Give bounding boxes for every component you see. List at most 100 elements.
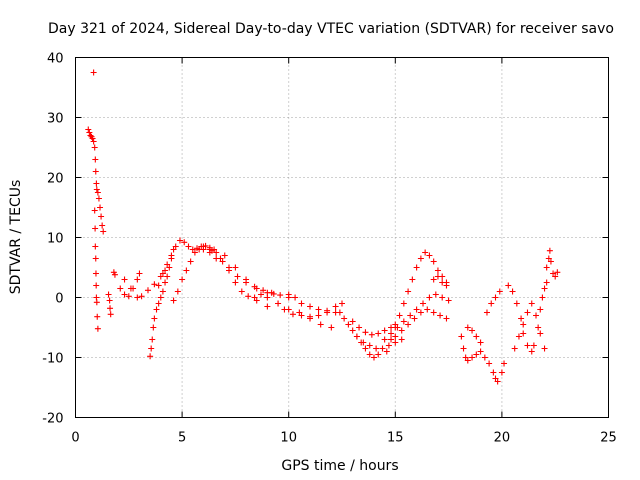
data-point-marker (89, 135, 96, 142)
series-arc-18-19h (458, 333, 480, 364)
data-point-marker (107, 311, 114, 318)
data-point-marker (315, 312, 322, 319)
data-point-marker (379, 345, 386, 352)
data-point-marker (168, 252, 175, 259)
data-point-marker (422, 249, 429, 256)
data-point-marker (539, 294, 546, 301)
data-point-marker (172, 243, 179, 250)
data-point-marker (543, 264, 550, 271)
data-point-marker (159, 270, 166, 277)
series-arc-4-6h-upper (155, 237, 213, 289)
data-point-marker (97, 204, 104, 211)
series-arc-18.5-19.5h (464, 324, 484, 346)
data-point-marker (92, 156, 99, 163)
data-point-marker (430, 276, 437, 283)
data-point-marker (127, 285, 134, 292)
data-point-marker (407, 312, 414, 319)
data-point-marker (151, 315, 158, 322)
data-point-marker (179, 276, 186, 283)
data-point-marker (174, 288, 181, 295)
data-point-marker (398, 327, 405, 334)
data-point-marker (150, 324, 157, 331)
data-point-marker (460, 345, 467, 352)
series-arc-16.5-17.5h (430, 273, 450, 289)
data-point-marker (111, 271, 118, 278)
data-point-marker (324, 309, 331, 316)
data-point-marker (157, 294, 164, 301)
data-point-marker (400, 318, 407, 325)
data-points (85, 69, 561, 385)
data-point-marker (413, 306, 420, 313)
data-point-marker (537, 306, 544, 313)
data-point-marker (211, 246, 218, 253)
data-point-marker (520, 321, 527, 328)
data-point-marker (398, 336, 405, 343)
data-point-marker (434, 273, 441, 280)
data-point-marker (292, 294, 299, 301)
x-tick-label: 20 (494, 431, 511, 446)
data-point-marker (155, 300, 162, 307)
data-point-marker (148, 345, 155, 352)
data-point-marker (92, 255, 99, 262)
data-point-marker (437, 312, 444, 319)
data-point-marker (253, 285, 260, 292)
data-point-marker (385, 342, 392, 349)
series-arc-19-20h (477, 348, 508, 385)
data-point-marker (486, 360, 493, 367)
data-point-marker (443, 315, 450, 322)
data-point-marker (366, 351, 373, 358)
data-point-marker (98, 213, 105, 220)
data-point-marker (91, 207, 98, 214)
data-point-marker (144, 287, 151, 294)
series-arc-14.5-16.5h-steep (383, 249, 450, 355)
data-point-marker (469, 327, 476, 334)
data-point-marker (94, 325, 101, 332)
data-point-marker (94, 313, 101, 320)
data-point-marker (191, 249, 198, 256)
data-point-marker (420, 300, 427, 307)
y-tick-label: 0 (55, 292, 63, 307)
data-point-marker (464, 324, 471, 331)
data-point-marker (473, 333, 480, 340)
data-point-marker (185, 243, 192, 250)
data-point-marker (138, 293, 145, 300)
data-point-marker (317, 321, 324, 328)
data-point-marker (164, 273, 171, 280)
data-point-marker (93, 282, 100, 289)
data-point-marker (443, 282, 450, 289)
series-arc-9-12h (253, 291, 339, 316)
series-arc-10-13h (281, 300, 345, 320)
data-point-marker (341, 315, 348, 322)
data-point-marker (494, 378, 501, 385)
y-tick-label: 20 (47, 172, 64, 187)
series-arc-15-17.5h-low (392, 306, 450, 340)
data-point-marker (496, 288, 503, 295)
data-point-marker (336, 309, 343, 316)
data-point-marker (426, 294, 433, 301)
data-point-marker (381, 336, 388, 343)
data-point-marker (125, 293, 132, 300)
x-tick-label: 0 (71, 431, 79, 446)
data-point-marker (483, 309, 490, 316)
y-tick-label: 30 (47, 112, 64, 127)
data-point-marker (356, 324, 363, 331)
data-point-marker (289, 311, 296, 318)
data-point-marker (307, 303, 314, 310)
data-point-marker (260, 287, 267, 294)
series-arc-4.6h (170, 246, 220, 304)
data-point-marker (546, 247, 553, 254)
x-tick-label: 15 (387, 431, 404, 446)
data-point-marker (134, 276, 141, 283)
data-point-marker (90, 138, 97, 145)
data-point-marker (430, 309, 437, 316)
data-point-marker (232, 264, 239, 271)
data-point-marker (388, 336, 395, 343)
data-point-marker (298, 300, 305, 307)
y-tick-label: -20 (42, 412, 63, 427)
data-point-marker (93, 186, 100, 193)
data-point-marker (405, 288, 412, 295)
data-point-marker (439, 294, 446, 301)
series-arc-1.5h (105, 269, 118, 318)
data-point-marker (362, 329, 369, 336)
data-point-marker (434, 267, 441, 274)
